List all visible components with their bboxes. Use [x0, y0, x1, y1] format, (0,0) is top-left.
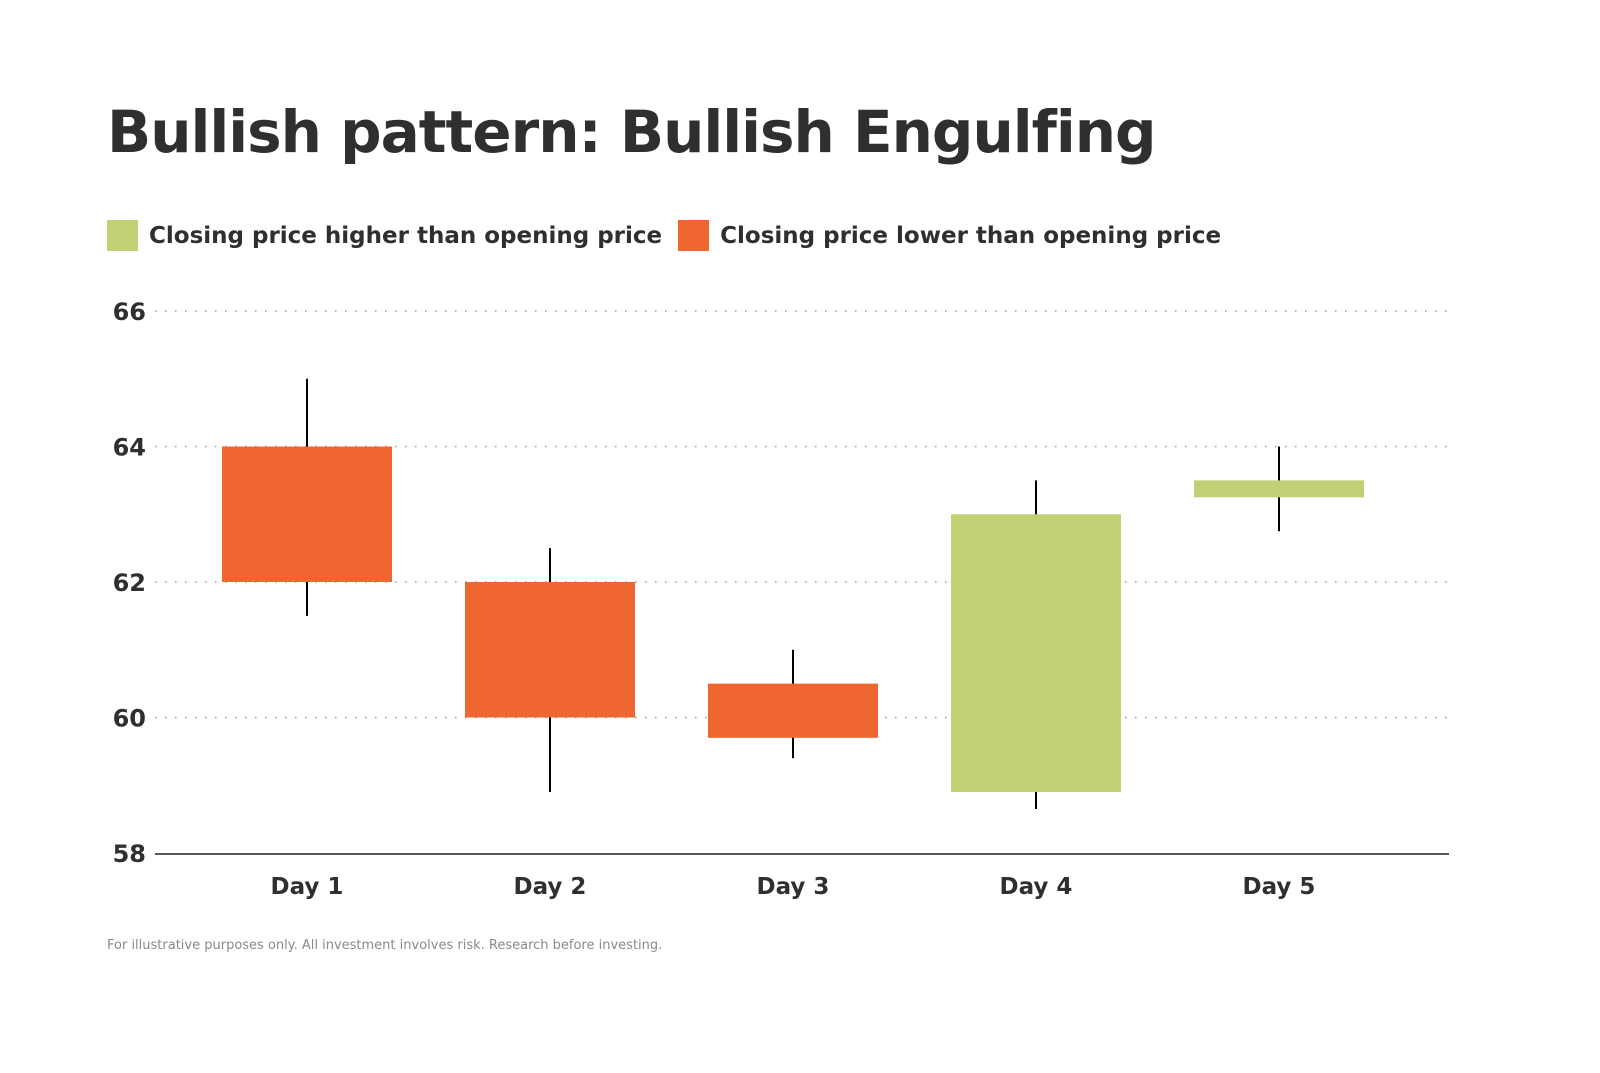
x-tick-label: Day 2 [514, 874, 587, 900]
y-tick-label: 64 [113, 434, 146, 462]
legend: Closing price higher than opening price … [107, 220, 1237, 251]
y-tick-label: 60 [113, 705, 146, 733]
y-tick-label: 66 [113, 298, 146, 326]
y-tick-label: 58 [113, 840, 146, 868]
candle-body [222, 446, 392, 582]
chart-title: Bullish pattern: Bullish Engulfing [107, 98, 1157, 166]
legend-label-up: Closing price higher than opening price [149, 222, 663, 249]
y-tick-label: 62 [113, 569, 146, 597]
x-tick-label: Day 4 [1000, 874, 1073, 900]
x-tick-label: Day 3 [757, 874, 830, 900]
legend-swatch-down [678, 220, 710, 251]
legend-label-down: Closing price lower than opening price [720, 222, 1222, 249]
candle-body [1194, 480, 1364, 498]
footnote: For illustrative purposes only. All inve… [107, 938, 663, 953]
candle-body [465, 582, 635, 718]
x-tick-label: Day 1 [271, 874, 344, 900]
candle-body [951, 514, 1121, 793]
legend-swatch-up [107, 220, 138, 251]
legend-item-down: Closing price lower than opening price [678, 220, 1221, 251]
x-tick-label: Day 5 [1243, 874, 1316, 900]
legend-item-up: Closing price higher than opening price [107, 220, 662, 251]
candle-body [708, 683, 878, 738]
